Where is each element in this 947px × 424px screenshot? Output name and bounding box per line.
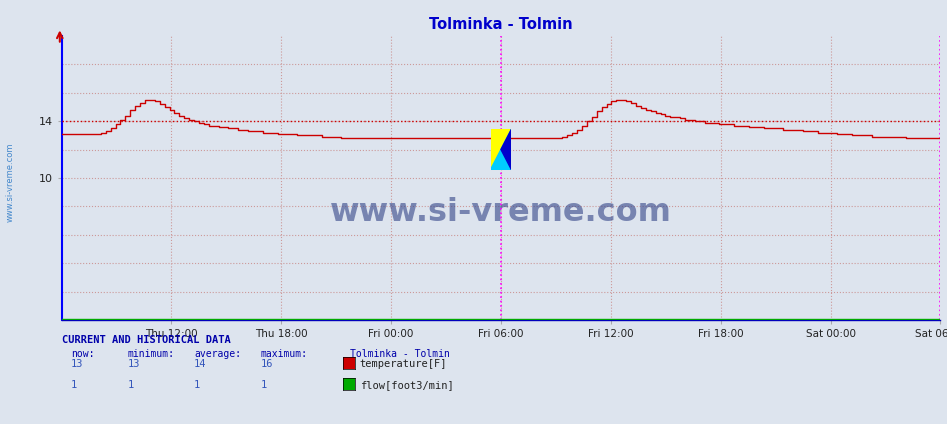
Text: temperature[F]: temperature[F] [360, 359, 447, 369]
Title: Tolminka - Tolmin: Tolminka - Tolmin [429, 17, 573, 32]
Polygon shape [501, 129, 511, 170]
Text: CURRENT AND HISTORICAL DATA: CURRENT AND HISTORICAL DATA [62, 335, 230, 346]
Text: www.si-vreme.com: www.si-vreme.com [330, 197, 672, 228]
Text: flow[foot3/min]: flow[foot3/min] [360, 380, 454, 390]
Text: 1: 1 [71, 380, 78, 390]
Text: maximum:: maximum: [260, 349, 308, 359]
Polygon shape [491, 129, 511, 170]
Text: 1: 1 [128, 380, 134, 390]
Text: minimum:: minimum: [128, 349, 175, 359]
Text: 1: 1 [260, 380, 267, 390]
Text: 14: 14 [194, 359, 206, 369]
Text: 13: 13 [71, 359, 83, 369]
Text: average:: average: [194, 349, 241, 359]
Polygon shape [491, 129, 511, 170]
Text: 1: 1 [194, 380, 201, 390]
Text: www.si-vreme.com: www.si-vreme.com [6, 142, 15, 222]
Text: 16: 16 [260, 359, 273, 369]
Text: now:: now: [71, 349, 95, 359]
Text: Tolminka - Tolmin: Tolminka - Tolmin [350, 349, 450, 359]
Text: 13: 13 [128, 359, 140, 369]
